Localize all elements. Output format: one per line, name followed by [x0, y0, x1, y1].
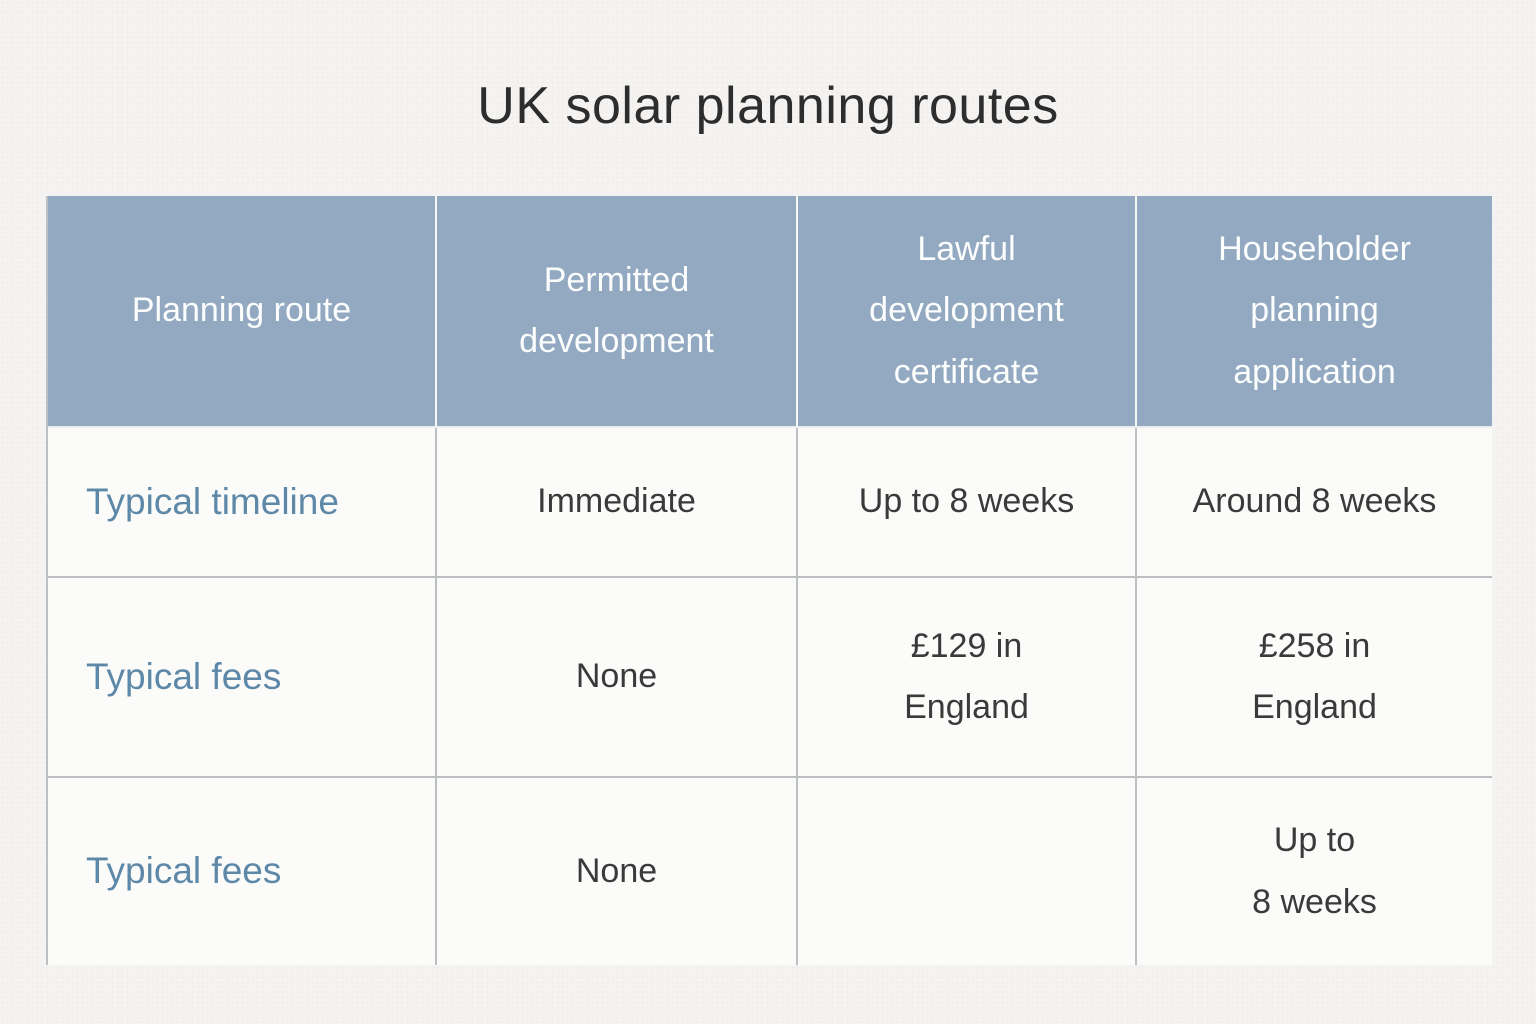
cell-fees-lawful-development-certificate: £129 in England: [798, 578, 1137, 778]
cell-fees-householder-planning-application: £258 in England: [1137, 578, 1492, 778]
cell-timeline-permitted-development: Immediate: [437, 428, 798, 578]
header-cell-householder-planning-application: Householder planning application: [1137, 196, 1492, 428]
header-cell-planning-route: Planning route: [48, 196, 437, 428]
row-label-typical-fees-2: Typical fees: [48, 778, 437, 965]
planning-routes-table: Planning route Permitted development Law…: [46, 196, 1492, 965]
header-cell-lawful-development-certificate: Lawful development certificate: [798, 196, 1137, 428]
row-label-typical-fees: Typical fees: [48, 578, 437, 778]
page-title: UK solar planning routes: [477, 77, 1059, 135]
cell-fees2-householder-planning-application: Up to 8 weeks: [1137, 778, 1492, 965]
cell-timeline-lawful-development-certificate: Up to 8 weeks: [798, 428, 1137, 578]
cell-fees2-lawful-development-certificate: [798, 778, 1137, 965]
cell-fees2-permitted-development: None: [437, 778, 798, 965]
cell-fees-permitted-development: None: [437, 578, 798, 778]
cell-timeline-householder-planning-application: Around 8 weeks: [1137, 428, 1492, 578]
header-cell-permitted-development: Permitted development: [437, 196, 798, 428]
row-label-typical-timeline: Typical timeline: [48, 428, 437, 578]
